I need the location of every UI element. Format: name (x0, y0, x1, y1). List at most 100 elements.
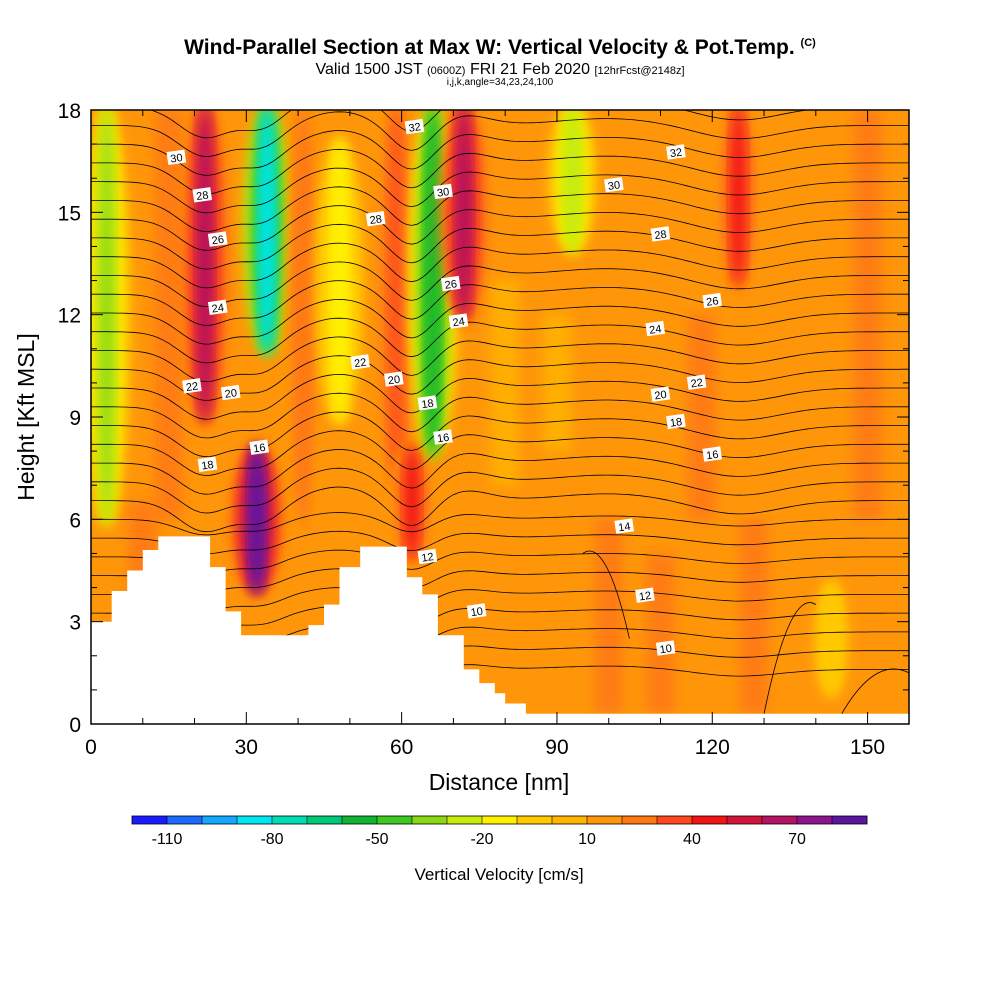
contour-label: 12 (635, 587, 655, 604)
velocity-core (457, 110, 470, 321)
colorbar-swatch (552, 816, 588, 824)
contour-label-bg (655, 640, 676, 656)
theta-contour-line (91, 467, 909, 514)
contour-label-text: 24 (211, 302, 225, 316)
colorbar-swatch (272, 816, 308, 824)
contour-label-text: 12 (638, 590, 652, 604)
contour-label: 16 (433, 429, 453, 445)
contour-label-bg (404, 118, 425, 135)
velocity-core (405, 445, 418, 560)
y-tick-label: 3 (69, 612, 81, 635)
velocity-core (732, 110, 745, 287)
x-tick-label: 120 (695, 736, 730, 759)
contour-label-bg (440, 275, 461, 292)
contour-label: 26 (207, 231, 228, 248)
theta-contour-line (91, 148, 909, 195)
contour-label-bg (166, 149, 187, 165)
contour-label-bg (645, 320, 666, 337)
contour-label-text: 22 (690, 377, 704, 391)
x-tick-label: 150 (850, 736, 885, 759)
contour-label: 32 (404, 118, 425, 135)
theta-contour-line (91, 530, 909, 555)
velocity-column (232, 445, 281, 594)
theta-contours (91, 110, 909, 714)
colorbar-label: 70 (788, 831, 806, 848)
colorbar-label: -110 (152, 831, 183, 848)
contour-label-bg (666, 144, 686, 160)
theta-contour-line (91, 512, 909, 536)
velocity-column (548, 110, 597, 253)
x-axis-label: Distance [nm] (429, 769, 570, 795)
y-tick-label: 18 (58, 100, 81, 123)
velocity-core (100, 110, 113, 526)
contour-label: 12 (417, 548, 438, 565)
velocity-core (566, 110, 579, 253)
contour-label-bg (182, 378, 202, 394)
velocity-core (297, 110, 310, 526)
contour-label-text: 28 (196, 189, 210, 203)
y-tick-label: 9 (69, 407, 81, 430)
colorbar-swatch (692, 816, 728, 824)
theta-contour-line (91, 486, 909, 533)
theta-contour-line (91, 568, 909, 592)
contour-label-bg (702, 292, 723, 309)
colorbar-swatch (237, 816, 273, 824)
x-tick-label: 90 (545, 736, 568, 759)
contour-label-text: 10 (470, 606, 484, 620)
x-tick-label: 60 (390, 736, 413, 759)
contour-label-bg (666, 413, 686, 430)
velocity-core (250, 445, 263, 594)
contour-label-text: 12 (421, 551, 435, 565)
contour-labels: 1012141618202224262830323028262422201816… (166, 118, 723, 657)
x-tick-label: 0 (85, 736, 97, 759)
contour-label-text: 30 (436, 186, 450, 200)
theta-contour-line (91, 373, 909, 420)
colorbar: -110 -80 -50 -20 10 40 70 (131, 815, 868, 848)
contour-label: 32 (666, 144, 686, 160)
contour-label-bg (365, 211, 386, 227)
theta-contour-line (841, 668, 909, 714)
contour-label-text: 28 (369, 213, 383, 227)
colorbar-swatch (307, 816, 343, 824)
colorbar-swatch (342, 816, 378, 824)
colorbar-swatch (447, 816, 483, 824)
contour-label-text: 32 (669, 147, 683, 161)
contour-label-text: 10 (659, 643, 673, 657)
contour-label: 24 (207, 299, 228, 316)
contour-label: 20 (384, 371, 404, 387)
contour-label-bg (604, 177, 624, 193)
theta-contour-line (763, 602, 817, 714)
colorbar-swatch (727, 816, 763, 824)
colorbar-swatch (657, 816, 693, 824)
theta-contour-line (91, 587, 909, 611)
theta-contour-line (91, 392, 909, 439)
velocity-core (261, 110, 274, 355)
colorbar-swatch (412, 816, 448, 824)
contour-label-text: 28 (654, 229, 668, 243)
ambient-band (154, 110, 183, 520)
theta-contour-line (91, 430, 909, 476)
colorbar-frame (131, 815, 868, 825)
contour-label: 22 (182, 378, 202, 394)
colorbar-label: -50 (365, 831, 388, 848)
contour-label-text: 18 (669, 416, 683, 430)
y-tick-label: 12 (58, 305, 81, 328)
contour-label: 22 (350, 354, 370, 370)
contour-label-bg (192, 187, 213, 203)
velocity-column (714, 110, 763, 287)
chart-subtitle: Valid 1500 JST (0600Z) FRI 21 Feb 2020 [… (315, 61, 685, 78)
contour-label: 26 (440, 275, 461, 292)
colorbar-swatch (762, 816, 798, 824)
velocity-column (815, 581, 848, 696)
y-tick-label: 15 (58, 202, 81, 225)
theta-contour-line (91, 449, 909, 495)
velocity-column (439, 110, 488, 321)
contour-label: 14 (614, 518, 635, 534)
contour-label: 28 (650, 226, 671, 243)
velocity-column (372, 110, 421, 492)
contour-label-text: 26 (211, 234, 225, 248)
contour-label-bg (635, 587, 655, 603)
ambient-band (594, 519, 623, 714)
velocity-column (180, 110, 229, 423)
contour-label-text: 32 (408, 121, 422, 135)
